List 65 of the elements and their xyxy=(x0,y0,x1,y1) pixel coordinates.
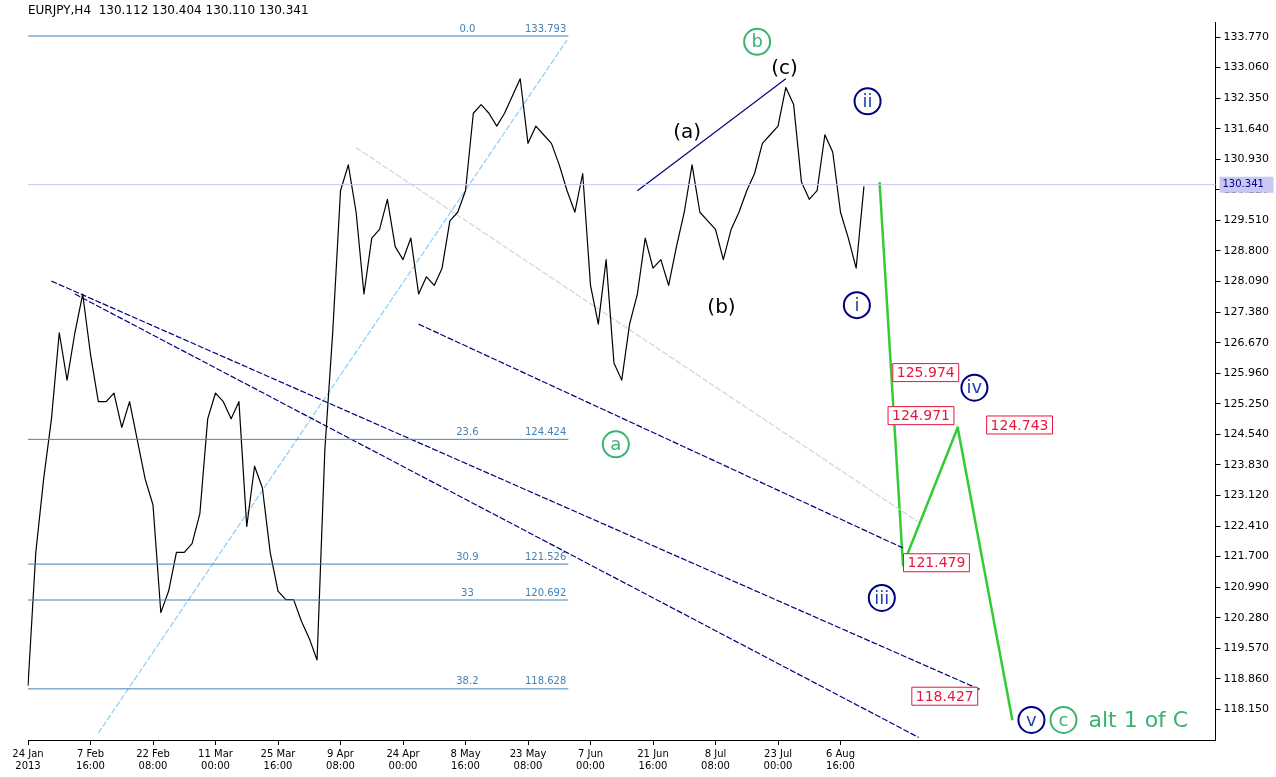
x-tick-label: 6 Aug 16:00 xyxy=(825,747,856,771)
x-tick-label: 7 Feb 16:00 xyxy=(76,747,105,771)
y-tick-label: 123.830 xyxy=(1223,457,1270,471)
x-tick-label: 22 Feb 08:00 xyxy=(136,747,170,771)
annotation: v xyxy=(1026,708,1038,730)
x-tick-label: 24 Apr 00:00 xyxy=(386,747,421,771)
y-tick-label: 125.250 xyxy=(1223,396,1270,410)
y-tick-label: 118.860 xyxy=(1223,671,1270,685)
y-tick-label: 120.990 xyxy=(1223,580,1270,594)
y-tick-label: 132.350 xyxy=(1223,91,1270,105)
annotation: c xyxy=(1058,708,1069,730)
y-tick-label: 133.060 xyxy=(1223,60,1270,74)
annotation: 124.743 xyxy=(990,416,1049,433)
annotation: 121.479 xyxy=(907,554,966,571)
annotation: 33 xyxy=(461,586,474,598)
x-tick-label: 24 Jan 2013 xyxy=(12,747,44,771)
annotation: a xyxy=(610,433,622,455)
y-tick-label: 133.770 xyxy=(1223,29,1270,43)
y-tick-label: 125.960 xyxy=(1223,366,1270,380)
y-tick-label: 131.640 xyxy=(1223,121,1270,135)
annotation: 38.2 xyxy=(456,675,479,687)
x-tick-label: 8 May 16:00 xyxy=(450,747,481,771)
y-tick-label: 120.280 xyxy=(1223,610,1270,624)
annotation: 30.9 xyxy=(456,550,479,562)
x-tick-label: 23 May 08:00 xyxy=(509,747,547,771)
annotation: ii xyxy=(862,90,873,112)
y-tick-label: 122.410 xyxy=(1223,518,1270,532)
annotation: iv xyxy=(966,376,983,398)
annotation: 125.974 xyxy=(896,364,955,381)
annotation: alt 1 of C xyxy=(1088,706,1189,732)
y-tick-label: 126.670 xyxy=(1223,335,1270,349)
ref-line-label: 120.692 xyxy=(524,586,567,598)
ref-line-label: 124.424 xyxy=(524,425,567,437)
chart-title: EURJPY,H4 130.112 130.404 130.110 130.341 xyxy=(28,3,309,18)
annotation: b xyxy=(751,30,763,52)
annotation: 23.6 xyxy=(456,425,479,437)
y-tick-label: 123.120 xyxy=(1223,488,1270,502)
y-tick-label: 121.700 xyxy=(1223,549,1270,563)
annotation: (c) xyxy=(771,54,798,79)
annotation: (b) xyxy=(707,294,736,319)
y-tick-label: 127.380 xyxy=(1223,304,1270,318)
y-tick-label: 118.150 xyxy=(1223,702,1270,716)
ref-line-label: 118.628 xyxy=(524,675,567,687)
annotation: iii xyxy=(874,586,890,608)
y-tick-label: 128.800 xyxy=(1223,243,1270,257)
x-tick-label: 25 Mar 16:00 xyxy=(260,747,297,771)
ref-line-label: 121.526 xyxy=(524,550,567,562)
annotation: 118.427 xyxy=(915,687,974,704)
x-tick-label: 9 Apr 08:00 xyxy=(326,747,355,771)
ref-line-label: 133.793 xyxy=(524,22,567,34)
annotation: (a) xyxy=(673,119,702,144)
y-tick-label: 129.510 xyxy=(1223,213,1270,227)
annotation: 0.0 xyxy=(459,22,476,34)
x-tick-label: 7 Jun 00:00 xyxy=(576,747,605,771)
x-tick-label: 8 Jul 08:00 xyxy=(701,747,730,771)
annotation: i xyxy=(854,293,860,315)
y-tick-label: 128.090 xyxy=(1223,274,1270,288)
y-tick-label: 124.540 xyxy=(1223,427,1270,441)
y-tick-label: 119.570 xyxy=(1223,641,1270,655)
x-tick-label: 21 Jun 16:00 xyxy=(637,747,669,771)
annotation: 124.971 xyxy=(892,407,950,424)
x-tick-label: 11 Mar 00:00 xyxy=(198,747,234,771)
ref-line-label: 130.341 xyxy=(1222,178,1264,190)
y-tick-label: 130.930 xyxy=(1223,152,1270,166)
x-tick-label: 23 Jul 00:00 xyxy=(763,747,793,771)
